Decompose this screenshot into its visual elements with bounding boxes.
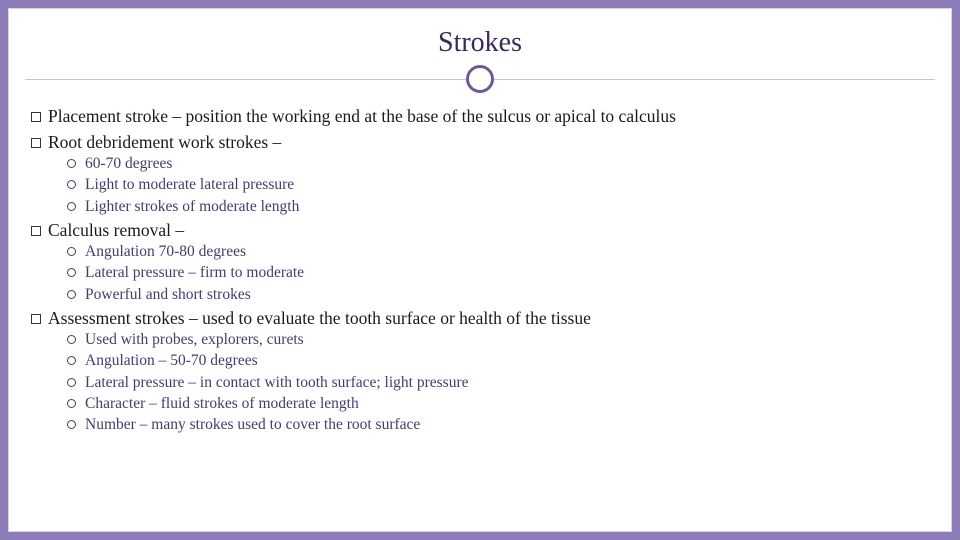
- sub-list-item-text: Lateral pressure – firm to moderate: [85, 264, 304, 281]
- sub-list-item: Lateral pressure – in contact with tooth…: [67, 373, 933, 393]
- circle-bullet-icon: [67, 335, 76, 344]
- divider-circle-icon: [466, 65, 494, 93]
- circle-bullet-icon: [67, 399, 76, 408]
- sub-list-item-text: 60-70 degrees: [85, 155, 172, 172]
- square-bullet-icon: [31, 314, 41, 324]
- title-divider: [25, 65, 935, 93]
- sub-list-item: Number – many strokes used to cover the …: [67, 415, 933, 435]
- title-block: Strokes: [25, 27, 935, 93]
- sub-list-item-text: Light to moderate lateral pressure: [85, 176, 294, 193]
- circle-bullet-icon: [67, 420, 76, 429]
- list-item: Root debridement work strokes – 60-70 de…: [31, 131, 933, 217]
- list-item-text: Assessment strokes – used to evaluate th…: [48, 308, 591, 328]
- sub-list-item: Light to moderate lateral pressure: [67, 175, 933, 195]
- sub-list-item: Used with probes, explorers, curets: [67, 330, 933, 350]
- square-bullet-icon: [31, 226, 41, 236]
- sub-list: 60-70 degrees Light to moderate lateral …: [67, 154, 933, 216]
- circle-bullet-icon: [67, 378, 76, 387]
- sub-list-item: Character – fluid strokes of moderate le…: [67, 394, 933, 414]
- list-item: Calculus removal – Angulation 70-80 degr…: [31, 219, 933, 305]
- sub-list-item: Lighter strokes of moderate length: [67, 197, 933, 217]
- sub-list-item-text: Used with probes, explorers, curets: [85, 331, 304, 348]
- sub-list-item: Angulation – 50-70 degrees: [67, 351, 933, 371]
- sub-list-item-text: Powerful and short strokes: [85, 286, 251, 303]
- sub-list-item-text: Angulation 70-80 degrees: [85, 243, 246, 260]
- bullet-list: Placement stroke – position the working …: [31, 105, 933, 435]
- circle-bullet-icon: [67, 247, 76, 256]
- circle-bullet-icon: [67, 356, 76, 365]
- circle-bullet-icon: [67, 159, 76, 168]
- sub-list-item: 60-70 degrees: [67, 154, 933, 174]
- sub-list: Angulation 70-80 degrees Lateral pressur…: [67, 242, 933, 304]
- slide-title: Strokes: [25, 27, 935, 59]
- square-bullet-icon: [31, 112, 41, 122]
- list-item-text: Root debridement work strokes –: [48, 132, 281, 152]
- circle-bullet-icon: [67, 202, 76, 211]
- slide-content: Placement stroke – position the working …: [25, 101, 935, 435]
- sub-list-item-text: Lighter strokes of moderate length: [85, 198, 299, 215]
- list-item-text: Calculus removal –: [48, 220, 184, 240]
- list-item: Placement stroke – position the working …: [31, 105, 933, 129]
- sub-list-item-text: Lateral pressure – in contact with tooth…: [85, 374, 469, 391]
- sub-list-item: Angulation 70-80 degrees: [67, 242, 933, 262]
- sub-list: Used with probes, explorers, curets Angu…: [67, 330, 933, 435]
- sub-list-item-text: Character – fluid strokes of moderate le…: [85, 395, 359, 412]
- list-item: Assessment strokes – used to evaluate th…: [31, 307, 933, 435]
- sub-list-item-text: Angulation – 50-70 degrees: [85, 352, 258, 369]
- sub-list-item-text: Number – many strokes used to cover the …: [85, 416, 420, 433]
- sub-list-item: Lateral pressure – firm to moderate: [67, 263, 933, 283]
- list-item-text: Placement stroke – position the working …: [48, 106, 676, 126]
- circle-bullet-icon: [67, 290, 76, 299]
- presentation-slide: Strokes Placement stroke – position the …: [8, 8, 952, 532]
- circle-bullet-icon: [67, 180, 76, 189]
- sub-list-item: Powerful and short strokes: [67, 285, 933, 305]
- square-bullet-icon: [31, 138, 41, 148]
- circle-bullet-icon: [67, 268, 76, 277]
